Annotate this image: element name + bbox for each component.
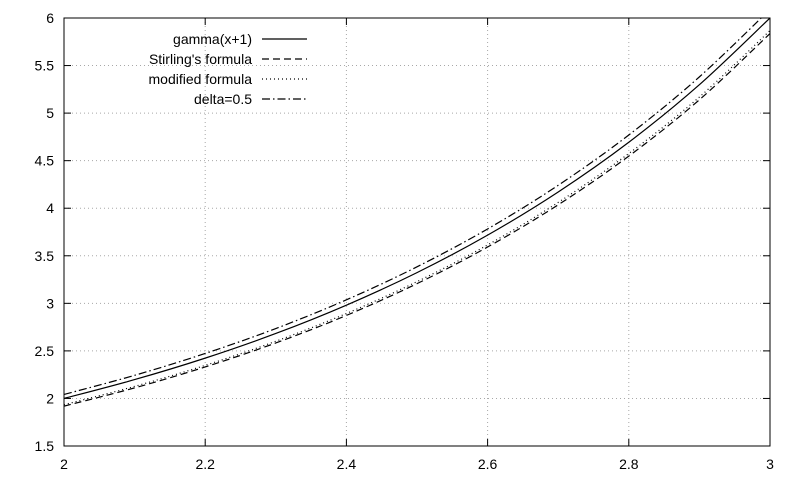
y-tick-label: 2 xyxy=(46,390,54,406)
series-line-3 xyxy=(64,18,763,396)
y-tick-label: 6 xyxy=(46,10,54,26)
legend-label: delta=0.5 xyxy=(194,91,252,107)
y-tick-label: 3.5 xyxy=(35,248,55,264)
y-tick-label: 5.5 xyxy=(35,58,55,74)
grid xyxy=(64,18,770,446)
legend-label: gamma(x+1) xyxy=(173,31,252,47)
x-tick-label: 2.2 xyxy=(195,456,215,472)
legend-label: Stirling's formula xyxy=(149,51,252,67)
y-tick-label: 2.5 xyxy=(35,343,55,359)
x-tick-label: 2.6 xyxy=(478,456,498,472)
axis-ticks: 2 2.2 2.4 2.6 2.8 3 1.5 2 2.5 3 3.5 4 4.5 5 5.5 6 xyxy=(35,10,775,472)
legend: gamma(x+1) Stirling's formula modified for… xyxy=(149,31,307,107)
series-line-0 xyxy=(64,18,770,400)
series-lines xyxy=(64,18,770,407)
legend-label: modified formula xyxy=(149,71,253,87)
series-line-1 xyxy=(64,33,770,407)
x-tick-label: 2.4 xyxy=(337,456,357,472)
x-tick-label: 2 xyxy=(60,456,68,472)
plot-frame xyxy=(63,17,771,447)
y-tick-label: 4.5 xyxy=(35,153,55,169)
x-tick-label: 3 xyxy=(766,456,774,472)
y-tick-label: 4 xyxy=(46,200,54,216)
x-tick-label: 2.8 xyxy=(619,456,639,472)
y-tick-label: 5 xyxy=(46,105,54,121)
y-tick-label: 3 xyxy=(46,295,54,311)
y-tick-label: 1.5 xyxy=(35,438,55,454)
